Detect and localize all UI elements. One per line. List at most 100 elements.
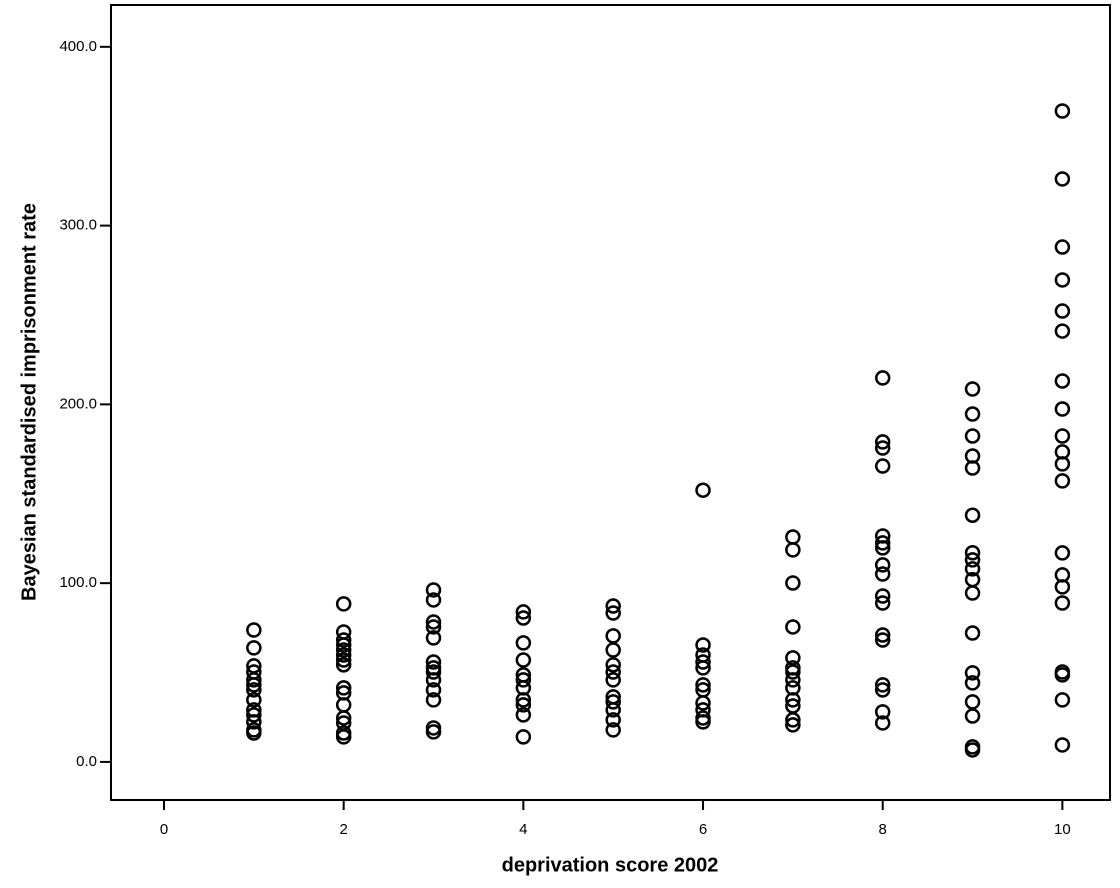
point	[1054, 456, 1071, 472]
point	[1054, 595, 1071, 611]
point	[335, 680, 352, 696]
point	[335, 642, 352, 658]
point	[785, 529, 801, 545]
point	[874, 632, 891, 648]
point	[515, 610, 532, 626]
y-tick-label: 300.0	[59, 217, 97, 234]
point	[425, 672, 442, 688]
point	[874, 588, 891, 604]
point	[335, 632, 352, 648]
point	[515, 729, 532, 745]
point	[874, 434, 891, 450]
point	[1054, 323, 1071, 339]
point	[874, 458, 891, 474]
point	[335, 596, 352, 612]
x-axis-label: deprivation score 2002	[502, 854, 719, 876]
point	[874, 370, 891, 386]
point	[785, 664, 801, 680]
point	[425, 582, 442, 598]
point	[425, 619, 442, 635]
point	[246, 707, 262, 723]
point	[695, 695, 711, 711]
x-tick-label: 10	[1054, 821, 1071, 838]
plot-frame	[110, 4, 1111, 801]
point	[1054, 737, 1071, 753]
y-tick-label: 200.0	[59, 395, 97, 412]
point	[425, 654, 442, 670]
point	[1054, 303, 1071, 319]
x-tick-label: 4	[519, 821, 527, 838]
point	[874, 535, 891, 551]
point	[605, 664, 621, 680]
point	[964, 665, 981, 681]
point	[1054, 545, 1071, 561]
point	[1054, 103, 1071, 119]
point	[874, 704, 891, 720]
point	[874, 682, 891, 698]
point	[964, 585, 981, 601]
point	[515, 604, 532, 620]
point	[605, 657, 621, 673]
point	[425, 692, 442, 708]
point	[695, 654, 711, 670]
point	[785, 717, 801, 733]
point	[605, 702, 621, 718]
point	[246, 677, 262, 693]
point	[874, 557, 891, 573]
point	[246, 692, 262, 708]
point	[874, 715, 891, 731]
point	[1054, 272, 1071, 288]
point	[1054, 473, 1071, 489]
point	[785, 619, 801, 635]
point	[964, 460, 981, 476]
point	[335, 710, 352, 726]
point	[246, 640, 262, 656]
point	[1054, 579, 1071, 595]
point	[515, 672, 532, 688]
x-tick-label: 6	[699, 821, 707, 838]
x-tick-label: 8	[879, 821, 887, 838]
point	[695, 482, 711, 498]
point	[425, 664, 442, 680]
point	[1054, 171, 1071, 187]
x-tick-label: 2	[340, 821, 348, 838]
point	[246, 714, 262, 730]
point	[964, 708, 981, 724]
point	[1054, 428, 1071, 444]
point	[785, 542, 801, 558]
point	[335, 729, 352, 745]
point	[695, 637, 711, 653]
y-tick-label: 400.0	[59, 38, 97, 55]
point	[246, 622, 262, 638]
point	[246, 725, 262, 741]
point	[1054, 401, 1071, 417]
point	[425, 630, 442, 646]
point	[874, 540, 891, 556]
point	[1054, 692, 1071, 708]
point	[515, 697, 532, 713]
point	[695, 660, 711, 676]
point	[425, 724, 442, 740]
point	[335, 652, 352, 668]
point	[785, 672, 801, 688]
point	[605, 722, 621, 738]
point	[425, 614, 442, 630]
point	[515, 635, 532, 651]
point	[964, 675, 981, 691]
point	[695, 677, 711, 693]
point	[246, 682, 262, 698]
x-tick-label: 0	[160, 821, 168, 838]
point	[785, 575, 801, 591]
point	[515, 692, 532, 708]
point	[335, 637, 352, 653]
point	[1054, 373, 1071, 389]
point	[605, 712, 621, 728]
point	[515, 707, 532, 723]
point	[964, 552, 981, 568]
point	[964, 428, 981, 444]
point	[246, 672, 262, 688]
point	[1054, 667, 1071, 683]
point	[1054, 239, 1071, 255]
